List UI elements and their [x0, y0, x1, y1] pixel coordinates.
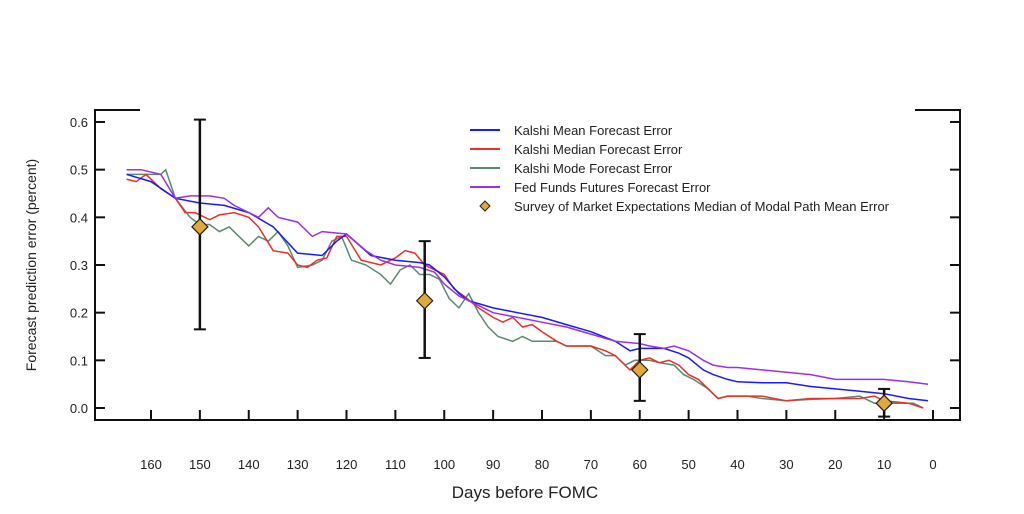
x-tick-label: 30 — [779, 457, 793, 472]
legend-label: Fed Funds Futures Forecast Error — [514, 180, 711, 195]
fed-funds-futures-line — [126, 168, 929, 385]
x-tick-label: 60 — [633, 457, 647, 472]
legend: Kalshi Mean Forecast Error Kalshi Median … — [470, 123, 890, 214]
x-tick-label: 140 — [238, 457, 260, 472]
x-tick-label: 150 — [189, 457, 211, 472]
y-tick-label: 0.4 — [70, 210, 88, 225]
x-tick-label: 90 — [486, 457, 500, 472]
x-tick-label: 50 — [681, 457, 695, 472]
x-tick-label: 40 — [730, 457, 744, 472]
x-axis-label: Days before FOMC — [452, 483, 598, 502]
axes: 160 150 140 130 120 110 100 90 80 70 60 50 40 30 20 10 0… — [70, 109, 961, 472]
kalshi-mean-line — [126, 173, 929, 402]
x-tick-label: 160 — [140, 457, 162, 472]
x-tick-label: 10 — [877, 457, 891, 472]
x-tick-label: 80 — [535, 457, 549, 472]
legend-label: Kalshi Mean Forecast Error — [514, 123, 673, 138]
legend-label: Kalshi Median Forecast Error — [514, 142, 683, 157]
x-tick-label: 70 — [584, 457, 598, 472]
x-tick-label: 110 — [385, 457, 406, 472]
y-tick-label: 0.3 — [70, 258, 88, 273]
x-tick-label: 20 — [828, 457, 842, 472]
survey-point-diamond — [875, 394, 893, 413]
kalshi-median-line — [126, 173, 924, 409]
series-lines — [126, 168, 929, 409]
y-tick-label: 0.5 — [70, 163, 88, 178]
legend-diamond-icon — [479, 200, 491, 212]
x-tick-label: 100 — [433, 457, 455, 472]
y-tick-label: 0.1 — [70, 353, 88, 368]
y-tick-label: 0.0 — [70, 401, 88, 416]
legend-label: Kalshi Mode Forecast Error — [514, 161, 673, 176]
y-tick-label: 0.6 — [70, 115, 88, 130]
survey-points — [191, 118, 893, 418]
x-tick-label: 0 — [929, 457, 936, 472]
survey-point-diamond — [630, 361, 649, 379]
legend-label: Survey of Market Expectations Median of … — [514, 199, 890, 214]
y-tick-label: 0.2 — [70, 306, 88, 321]
survey-point-diamond — [191, 218, 209, 236]
x-tick-label: 130 — [287, 457, 309, 472]
x-tick-label: 120 — [336, 457, 358, 472]
axis-frame — [94, 109, 961, 421]
y-axis-label: Forecast prediction error (percent) — [23, 159, 39, 371]
survey-point-diamond — [415, 291, 434, 310]
